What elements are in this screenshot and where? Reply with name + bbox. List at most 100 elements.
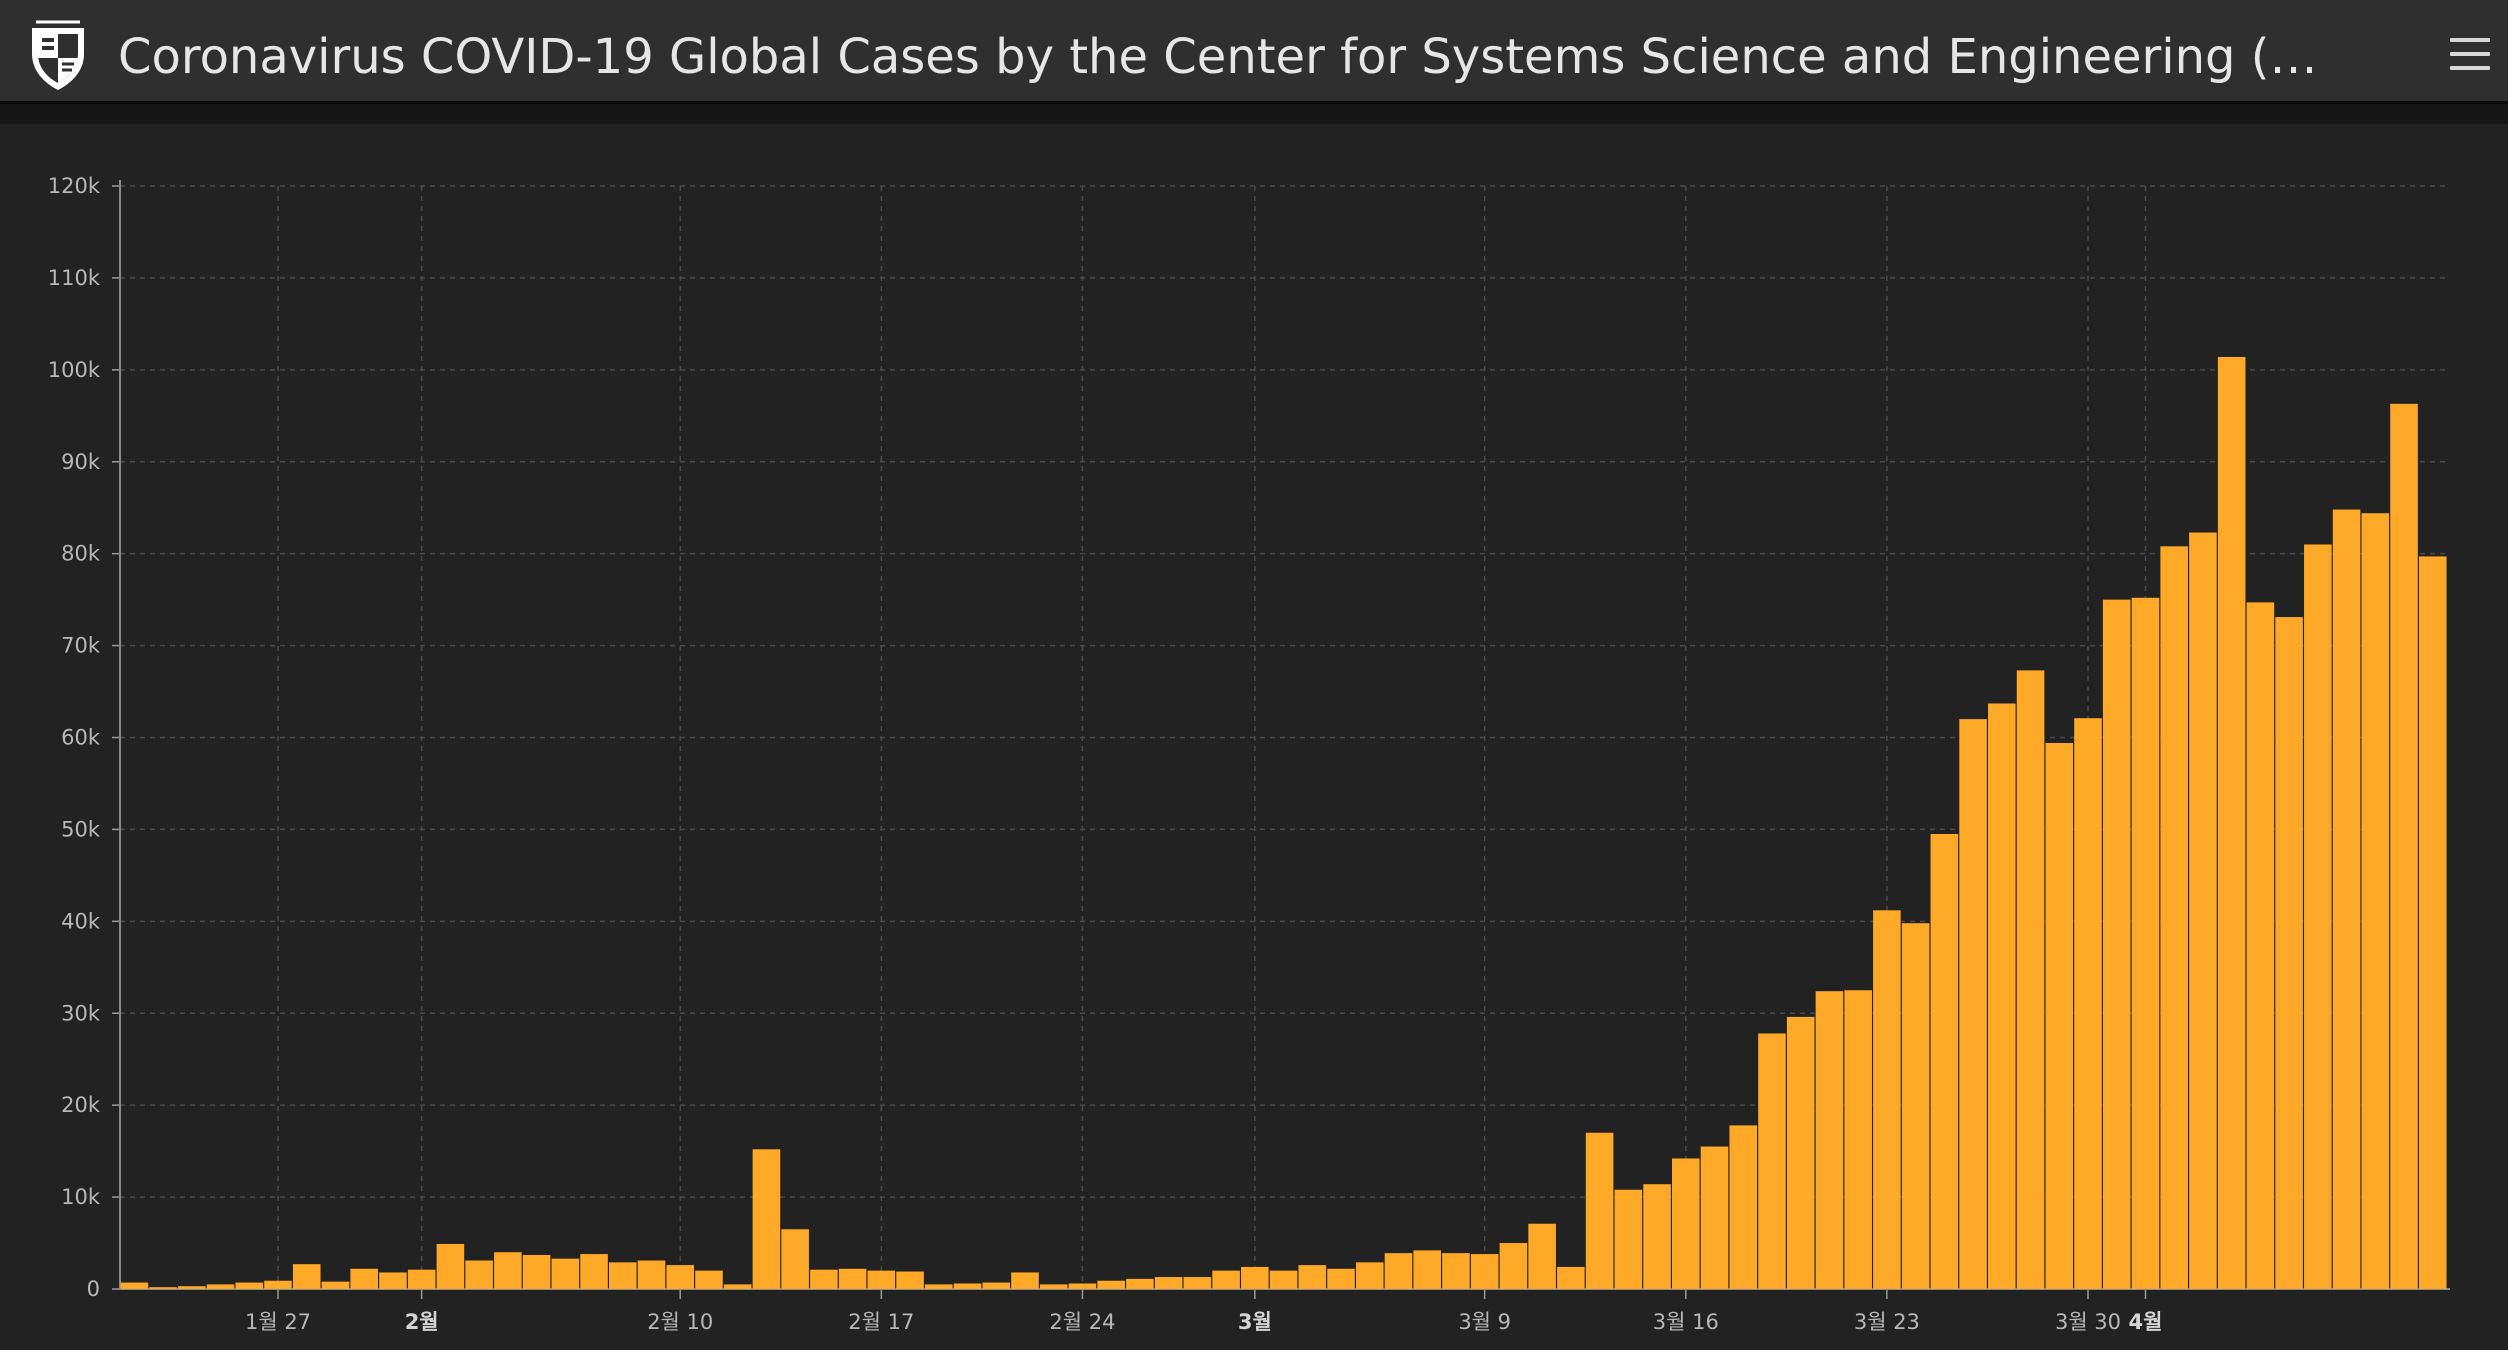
bar bbox=[1470, 1254, 1499, 1289]
bar bbox=[2074, 718, 2102, 1289]
bar bbox=[1327, 1268, 1355, 1289]
y-tick-label: 30k bbox=[61, 1001, 101, 1025]
y-tick-label: 60k bbox=[61, 726, 101, 750]
bar bbox=[1212, 1270, 1240, 1289]
bar bbox=[1786, 1016, 1815, 1289]
bar bbox=[120, 1282, 149, 1289]
bar bbox=[292, 1264, 321, 1289]
y-tick-label: 40k bbox=[61, 909, 101, 933]
x-tick-label: 2월 24 bbox=[1049, 1310, 1115, 1334]
x-axis-labels: 1월 27 2월 2월 10 2월 17 2월 24 3월 3월 9 3월 16 3월 23 3월… bbox=[245, 1310, 2162, 1334]
y-tick-label: 70k bbox=[61, 634, 101, 658]
bar bbox=[1844, 990, 1872, 1289]
bar bbox=[235, 1282, 264, 1289]
y-tick-label: 120k bbox=[48, 174, 101, 198]
bar bbox=[321, 1281, 350, 1289]
bar bbox=[379, 1272, 407, 1289]
x-tick-label: 3월 bbox=[1238, 1310, 1272, 1334]
bar bbox=[2189, 532, 2217, 1289]
bar bbox=[1413, 1250, 1442, 1289]
bar bbox=[178, 1286, 206, 1289]
bar bbox=[1815, 991, 1844, 1289]
bar bbox=[1930, 834, 1959, 1289]
bar bbox=[1901, 923, 1930, 1289]
bar bbox=[149, 1287, 177, 1289]
bar bbox=[1557, 1266, 1585, 1289]
bar bbox=[695, 1270, 723, 1289]
bar bbox=[2418, 556, 2447, 1289]
bar bbox=[1011, 1272, 1039, 1289]
bar bbox=[350, 1268, 378, 1289]
bar bbox=[1729, 1125, 1758, 1289]
bar bbox=[2131, 597, 2160, 1289]
bar bbox=[2016, 670, 2045, 1289]
chart-grid bbox=[120, 185, 2450, 1289]
bar bbox=[1499, 1243, 1528, 1289]
bar bbox=[838, 1268, 867, 1289]
y-tick-label: 90k bbox=[61, 450, 101, 474]
bar bbox=[1585, 1132, 1614, 1289]
bar bbox=[1758, 1033, 1786, 1289]
bar bbox=[206, 1284, 235, 1289]
bar bbox=[925, 1284, 953, 1289]
daily-cases-chart-panel: 0 10k 20k 30k 40k 50k 60k 70k 80k 90k 100k 110k 120k… bbox=[0, 124, 2508, 1350]
y-tick-label: 110k bbox=[48, 266, 101, 290]
bar bbox=[2390, 403, 2418, 1289]
university-shield-icon[interactable] bbox=[26, 20, 90, 92]
bar bbox=[2304, 544, 2332, 1289]
bar bbox=[1355, 1262, 1384, 1289]
bar bbox=[1097, 1280, 1125, 1289]
bar bbox=[1528, 1223, 1556, 1289]
bar bbox=[2275, 617, 2303, 1289]
bar bbox=[2361, 513, 2390, 1289]
bar bbox=[1039, 1284, 1068, 1289]
daily-cases-bar-chart: 0 10k 20k 30k 40k 50k 60k 70k 80k 90k 100k 110k 120k… bbox=[48, 174, 2450, 1334]
bar bbox=[1269, 1270, 1298, 1289]
x-tick-label: 3월 16 bbox=[1653, 1310, 1719, 1334]
bar bbox=[1614, 1189, 1643, 1289]
bar bbox=[1154, 1277, 1183, 1289]
bar bbox=[494, 1252, 522, 1289]
y-tick-label: 50k bbox=[61, 817, 101, 841]
app-header: Coronavirus COVID-19 Global Cases by the… bbox=[0, 0, 2508, 104]
bar bbox=[1988, 703, 2016, 1289]
bar bbox=[2160, 546, 2188, 1289]
bar bbox=[465, 1260, 493, 1289]
bar bbox=[752, 1149, 781, 1289]
bar bbox=[1700, 1146, 1729, 1289]
bar bbox=[953, 1283, 982, 1289]
y-axis-labels: 0 10k 20k 30k 40k 50k 60k 70k 80k 90k 100k 110k 120k bbox=[48, 174, 101, 1301]
x-tick-label: 3월 23 bbox=[1854, 1310, 1920, 1334]
page-title: Coronavirus COVID-19 Global Cases by the… bbox=[118, 29, 2318, 85]
bar bbox=[723, 1284, 752, 1289]
x-tick-label: 1월 27 bbox=[245, 1310, 311, 1334]
bar bbox=[551, 1258, 580, 1289]
bar bbox=[982, 1282, 1011, 1289]
x-tick-label: 2월 10 bbox=[647, 1310, 713, 1334]
bar bbox=[1068, 1283, 1097, 1289]
y-tick-label: 0 bbox=[87, 1277, 100, 1301]
bar bbox=[1183, 1277, 1212, 1289]
bar bbox=[608, 1262, 637, 1289]
y-tick-label: 100k bbox=[48, 358, 101, 382]
hamburger-menu-icon[interactable] bbox=[2450, 36, 2490, 72]
bar bbox=[1384, 1253, 1413, 1289]
bar bbox=[637, 1260, 666, 1289]
bar bbox=[781, 1229, 809, 1289]
bar bbox=[867, 1270, 896, 1289]
bar bbox=[1442, 1253, 1470, 1289]
bar bbox=[666, 1265, 695, 1289]
bar bbox=[896, 1271, 924, 1289]
bar bbox=[2217, 356, 2246, 1290]
bar bbox=[2332, 509, 2361, 1290]
y-tick-label: 10k bbox=[61, 1185, 101, 1209]
bar bbox=[264, 1280, 292, 1289]
chart-bars bbox=[120, 356, 2447, 1290]
bar bbox=[407, 1269, 436, 1289]
x-tick-label: 2월 17 bbox=[848, 1310, 914, 1334]
x-tick-label: 3월 30 bbox=[2055, 1310, 2121, 1334]
y-tick-label: 80k bbox=[61, 542, 101, 566]
bar bbox=[580, 1254, 608, 1289]
x-tick-label: 2월 bbox=[405, 1310, 439, 1334]
bar bbox=[2045, 743, 2074, 1289]
